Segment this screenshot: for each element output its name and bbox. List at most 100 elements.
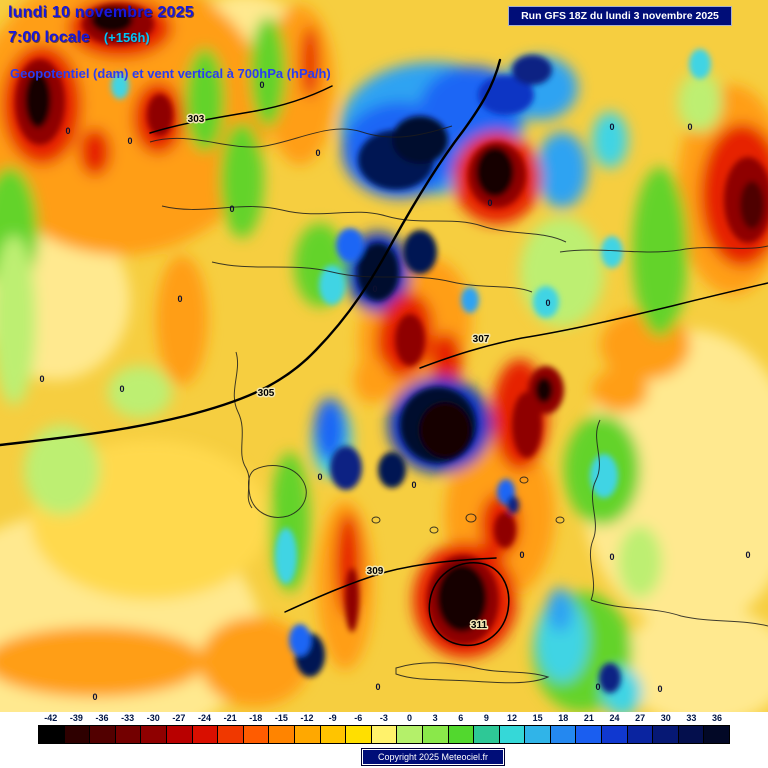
map-blob [392, 116, 448, 164]
colorbar-cell [397, 726, 423, 743]
colorbar-label: 27 [635, 713, 646, 723]
colorbar-label: 36 [712, 713, 723, 723]
map-blob [620, 605, 768, 712]
run-info-box: Run GFS 18Z du lundi 3 novembre 2025 [508, 6, 732, 26]
colorbar-cell [448, 726, 475, 743]
run-info-text: Run GFS 18Z du lundi 3 novembre 2025 [521, 10, 719, 22]
zero-label: 0 [229, 204, 234, 214]
zero-label: 0 [259, 80, 264, 90]
colorbar-cell [653, 726, 679, 743]
map-blob [220, 122, 264, 238]
coastline [395, 662, 550, 684]
coastline [465, 513, 477, 523]
colorbar-cell [320, 726, 347, 743]
colorbar-cell [576, 726, 603, 743]
zero-label: 0 [317, 472, 322, 482]
map-blob [111, 73, 129, 99]
colorbar-label: -6 [354, 713, 363, 723]
colorbar-cell [64, 726, 91, 743]
colorbar-cell [499, 726, 526, 743]
map-blob [590, 454, 618, 498]
colorbar-cell [704, 726, 730, 743]
coastline [519, 476, 529, 484]
colorbar-cell [678, 726, 705, 743]
zero-label: 0 [609, 122, 614, 132]
zero-label: 0 [411, 480, 416, 490]
zero-label: 0 [657, 684, 662, 694]
map-blob [330, 446, 362, 490]
zero-label: 0 [375, 682, 380, 692]
zero-label: 0 [609, 552, 614, 562]
zero-label: 0 [545, 298, 550, 308]
coastline [555, 516, 565, 524]
coastline [248, 465, 307, 518]
map-labels: 0 0 0 0 0 0 0 0 0 0 0 0 0 0 0 0 0 0 0 0 0 0 303 305 307 309 311 [39, 80, 750, 702]
map-blob [535, 377, 553, 403]
map-blob [319, 265, 345, 305]
colorbar-cell [474, 726, 500, 743]
map-coastlines [149, 125, 768, 684]
colorbar-cell [141, 726, 167, 743]
copyright-badge: Copyright 2025 Meteociel.fr [361, 748, 505, 766]
colorbar-label: 30 [660, 713, 671, 723]
map-blob [25, 72, 51, 128]
map-blob [0, 235, 36, 405]
map-blob [512, 392, 542, 458]
colorbar-cell [550, 726, 577, 743]
coastline [590, 599, 768, 627]
map-blob [547, 588, 573, 632]
map-blob [601, 236, 623, 268]
coastline [559, 245, 768, 253]
map-canvas: 0 0 0 0 0 0 0 0 0 0 0 0 0 0 0 0 0 0 0 0 0 0 303 305 307 309 311 [0, 0, 768, 712]
colorbar-cell [269, 726, 295, 743]
contour-label: 309 [367, 566, 384, 577]
map-blob [689, 49, 711, 79]
colorbar-cell [294, 726, 321, 743]
map-blob [301, 26, 319, 98]
colorbar-label: -9 [328, 713, 337, 723]
map-blob [592, 112, 628, 168]
coastline [161, 205, 567, 243]
zero-label: 0 [65, 126, 70, 136]
colorbar-cell [243, 726, 270, 743]
colorbar-cell [422, 726, 449, 743]
colorbar-label: 21 [583, 713, 594, 723]
zero-label: 0 [92, 692, 97, 702]
map-blob [336, 228, 364, 262]
zero-label: 0 [595, 682, 600, 692]
colorbar-cell [166, 726, 193, 743]
colorbar-cell [627, 726, 654, 743]
zero-label: 0 [127, 136, 132, 146]
map-blob [0, 627, 205, 697]
zero-label: 0 [519, 550, 524, 560]
colorbar-label: 24 [609, 713, 620, 723]
colorbar-label: 12 [507, 713, 518, 723]
map-geopotential-contours [0, 58, 768, 647]
colorbar-label: -42 [44, 713, 58, 723]
geopotential-contour [0, 58, 502, 447]
local-time: 7:00 locale [8, 29, 90, 46]
date-line: lundi 10 novembre 2025 [8, 4, 194, 21]
map-blob [354, 357, 390, 403]
copyright-text: Copyright 2025 Meteociel.fr [377, 752, 489, 762]
map-blob [378, 452, 406, 488]
map-blob [740, 181, 764, 229]
geopotential-contour [428, 562, 510, 647]
map-blob [536, 132, 588, 208]
zero-label: 0 [119, 384, 124, 394]
colorbar-label: -3 [379, 713, 388, 723]
colorbar-label: -36 [95, 713, 109, 723]
forecast-offset: (+156h) [103, 30, 150, 45]
map-blob [599, 663, 621, 693]
colorbar-label: -30 [146, 713, 160, 723]
colorbar [38, 725, 730, 744]
zero-label: 0 [177, 294, 182, 304]
time-line: 7:00 locale (+156h) [8, 29, 150, 47]
geopotential-contour [284, 557, 497, 613]
colorbar-cell [602, 726, 628, 743]
zero-label: 0 [487, 198, 492, 208]
map-blob [403, 230, 437, 274]
colorbar-label: -18 [249, 713, 263, 723]
map-color-field-cores [15, 3, 768, 693]
colorbar-cell [90, 726, 116, 743]
